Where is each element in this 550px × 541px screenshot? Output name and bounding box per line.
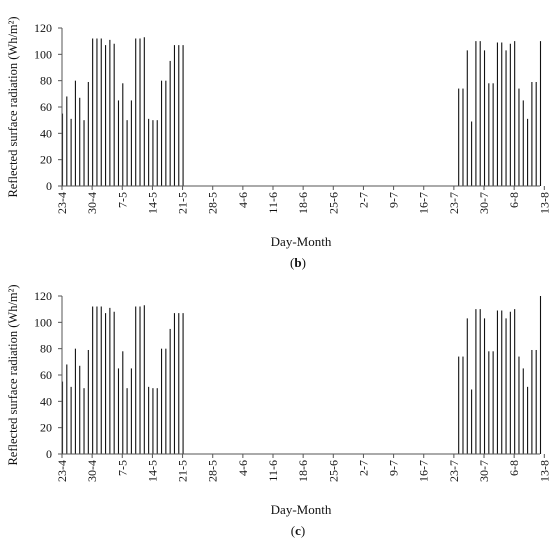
x-tick-label: 18-6 xyxy=(296,192,310,214)
x-tick-label: 14-5 xyxy=(145,460,159,482)
y-tick-label: 0 xyxy=(46,179,52,193)
x-tick-label: 4-6 xyxy=(236,460,250,476)
chart-panel-b: 0 20 40 60 80 100 120 23-4 30-4 7-5 14-5 21-5 28-5 4-… xyxy=(6,16,550,270)
x-axis-title: Day-Month xyxy=(271,234,332,249)
x-tick-label: 30-4 xyxy=(85,192,99,214)
x-tick-label: 9-7 xyxy=(387,460,401,476)
x-tick-label: 21-5 xyxy=(176,192,190,214)
x-tick-label: 16-7 xyxy=(417,460,431,482)
y-tick-label: 100 xyxy=(34,315,52,329)
x-tick-label: 23-7 xyxy=(447,460,461,482)
x-tick-label: 28-5 xyxy=(206,192,220,214)
x-tick-label: 18-6 xyxy=(296,460,310,482)
x-tick-label: 13-8 xyxy=(537,460,550,482)
y-tick-label: 120 xyxy=(34,21,52,35)
x-tick-label: 7-5 xyxy=(115,192,129,208)
x-tick-label: 23-4 xyxy=(55,460,69,482)
x-tick-label: 25-6 xyxy=(326,192,340,214)
x-tick-label: 11-6 xyxy=(266,460,280,482)
y-tick-label: 20 xyxy=(40,153,52,167)
y-tick-label: 0 xyxy=(46,447,52,461)
x-tick-label: 4-6 xyxy=(236,192,250,208)
x-tick-label: 21-5 xyxy=(176,460,190,482)
y-tick-label: 20 xyxy=(40,421,52,435)
x-tick-label: 16-7 xyxy=(417,192,431,214)
x-tick-label: 23-4 xyxy=(55,192,69,214)
chart-panel-c: 0 20 40 60 80 100 120 23-4 30-4 7-5 14-5 21-5 28-5 4-… xyxy=(6,284,550,538)
x-axis-title: Day-Month xyxy=(271,502,332,517)
x-tick-label: 11-6 xyxy=(266,192,280,214)
panel-label: (c) xyxy=(291,523,305,538)
x-tick-label: 30-7 xyxy=(477,460,491,482)
x-tick-label: 28-5 xyxy=(206,460,220,482)
x-tick-label: 30-7 xyxy=(477,192,491,214)
y-tick-label: 80 xyxy=(40,342,52,356)
x-tick-label: 2-7 xyxy=(356,460,370,476)
x-tick-label: 2-7 xyxy=(356,192,370,208)
panel-label: (b) xyxy=(290,255,306,270)
x-tick-label: 23-7 xyxy=(447,192,461,214)
x-tick-label: 7-5 xyxy=(115,460,129,476)
y-tick-label: 40 xyxy=(40,126,52,140)
x-tick-label: 14-5 xyxy=(145,192,159,214)
y-tick-label: 80 xyxy=(40,74,52,88)
x-tick-label: 6-8 xyxy=(507,192,521,208)
y-tick-label: 40 xyxy=(40,394,52,408)
y-tick-label: 60 xyxy=(40,368,52,382)
x-tick-label: 6-8 xyxy=(507,460,521,476)
y-axis-title: Reflected surface radiation (Wh/m²) xyxy=(6,16,20,197)
x-tick-label: 13-8 xyxy=(537,192,550,214)
y-tick-label: 60 xyxy=(40,100,52,114)
y-tick-label: 100 xyxy=(34,47,52,61)
x-tick-label: 9-7 xyxy=(387,192,401,208)
y-tick-label: 120 xyxy=(34,289,52,303)
y-axis-title: Reflected surface radiation (Wh/m²) xyxy=(6,284,20,465)
x-tick-label: 30-4 xyxy=(85,460,99,482)
x-tick-label: 25-6 xyxy=(326,460,340,482)
